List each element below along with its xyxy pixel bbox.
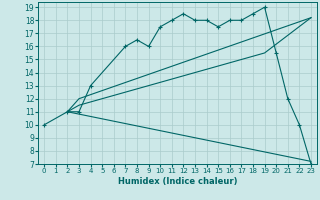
- X-axis label: Humidex (Indice chaleur): Humidex (Indice chaleur): [118, 177, 237, 186]
